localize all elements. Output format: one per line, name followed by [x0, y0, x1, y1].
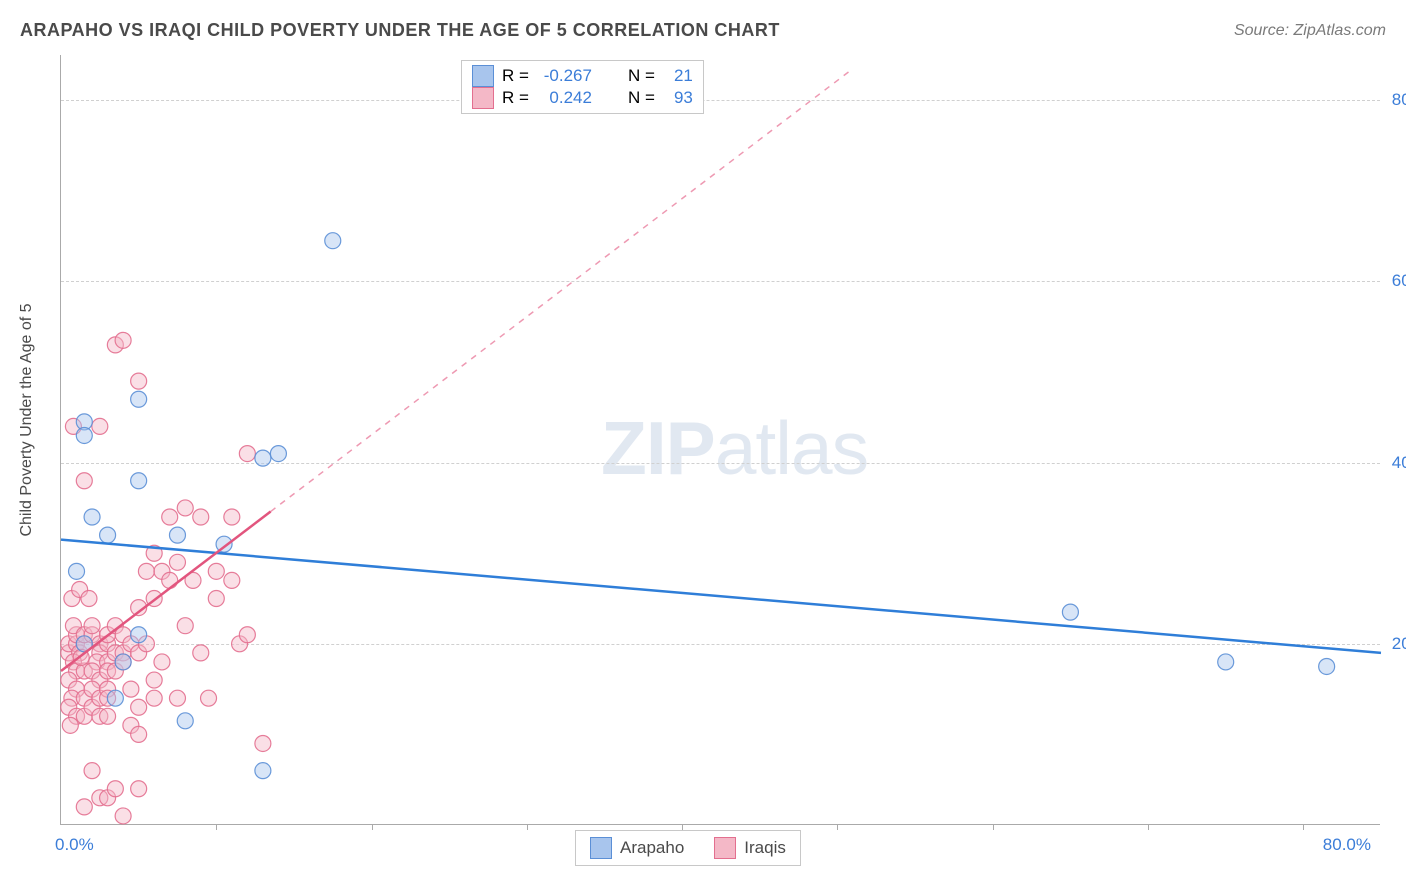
stats-legend: R = -0.267 N = 21 R = 0.242 N = 93 [461, 60, 704, 114]
chart-container: ARAPAHO VS IRAQI CHILD POVERTY UNDER THE… [0, 0, 1406, 892]
legend-item-arapaho: Arapaho [590, 837, 684, 859]
swatch-iraqis [472, 87, 494, 109]
r-label: R = [502, 88, 529, 108]
r-label: R = [502, 66, 529, 86]
chart-title: ARAPAHO VS IRAQI CHILD POVERTY UNDER THE… [20, 20, 780, 41]
series-legend: Arapaho Iraqis [575, 830, 801, 866]
swatch-arapaho [590, 837, 612, 859]
stats-row-iraqis: R = 0.242 N = 93 [472, 87, 693, 109]
legend-item-iraqis: Iraqis [714, 837, 786, 859]
swatch-iraqis [714, 837, 736, 859]
x-origin-label: 0.0% [55, 835, 94, 855]
n-value-iraqis: 93 [663, 88, 693, 108]
r-value-arapaho: -0.267 [537, 66, 592, 86]
y-axis-label: Child Poverty Under the Age of 5 [18, 303, 36, 536]
y-tick-label: 40.0% [1385, 453, 1406, 473]
r-value-iraqis: 0.242 [537, 88, 592, 108]
y-tick-label: 80.0% [1385, 90, 1406, 110]
header: ARAPAHO VS IRAQI CHILD POVERTY UNDER THE… [20, 20, 1386, 41]
stats-row-arapaho: R = -0.267 N = 21 [472, 65, 693, 87]
n-label: N = [628, 88, 655, 108]
swatch-arapaho [472, 65, 494, 87]
source-label: Source: ZipAtlas.com [1234, 22, 1386, 40]
n-value-arapaho: 21 [663, 66, 693, 86]
x-max-label: 80.0% [1323, 835, 1371, 855]
plot-area: ZIPatlas 20.0%40.0%60.0%80.0% R = -0.267… [60, 55, 1380, 825]
n-label: N = [628, 66, 655, 86]
legend-label-arapaho: Arapaho [620, 838, 684, 858]
y-tick-label: 60.0% [1385, 271, 1406, 291]
chart-svg [61, 55, 1380, 824]
y-tick-label: 20.0% [1385, 634, 1406, 654]
legend-label-iraqis: Iraqis [744, 838, 786, 858]
